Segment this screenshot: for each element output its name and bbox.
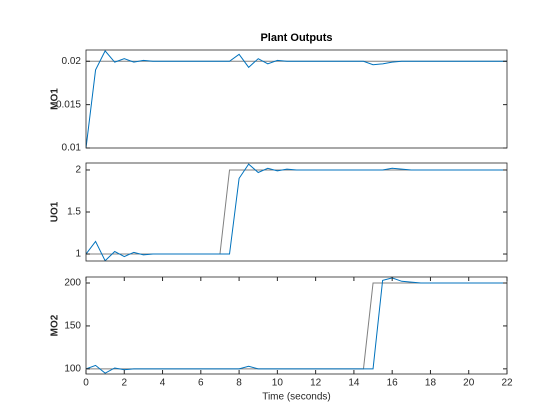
data-line [86, 277, 507, 374]
x-tick-label: 6 [198, 378, 204, 389]
y-tick-label: 0.02 [62, 56, 82, 67]
y-tick-label: 150 [64, 321, 81, 332]
x-tick-label: 22 [501, 378, 513, 389]
y-axis-label: UO1 [50, 201, 61, 222]
x-tick-label: 2 [121, 378, 127, 389]
y-tick-label: 1.5 [67, 207, 81, 218]
data-line [86, 163, 507, 261]
x-tick-label: 4 [160, 378, 166, 389]
x-tick-label: 8 [236, 378, 242, 389]
x-tick-label: 14 [348, 378, 360, 389]
data-line [86, 50, 507, 148]
y-tick-label: 100 [64, 363, 81, 374]
axes-background [86, 277, 507, 374]
x-axis-label: Time (seconds) [262, 392, 331, 403]
x-tick-label: 16 [387, 378, 399, 389]
axes-box [85, 49, 508, 149]
x-tick-label: 20 [463, 378, 475, 389]
x-tick-label: 18 [425, 378, 437, 389]
y-tick-label: 2 [75, 165, 81, 176]
y-axis-label: MO1 [50, 88, 61, 110]
y-tick-label: 1 [75, 249, 81, 260]
y-tick-label: 0.015 [56, 99, 81, 110]
axes-background [86, 50, 507, 148]
axes-background [86, 163, 507, 261]
x-tick-label: 0 [83, 378, 89, 389]
chart-title: Plant Outputs [260, 32, 332, 44]
y-axis-label: MO2 [50, 314, 61, 336]
x-tick-label: 12 [310, 378, 322, 389]
y-tick-label: 200 [64, 278, 81, 289]
y-tick-label: 0.01 [62, 143, 82, 154]
x-tick-label: 10 [272, 378, 284, 389]
